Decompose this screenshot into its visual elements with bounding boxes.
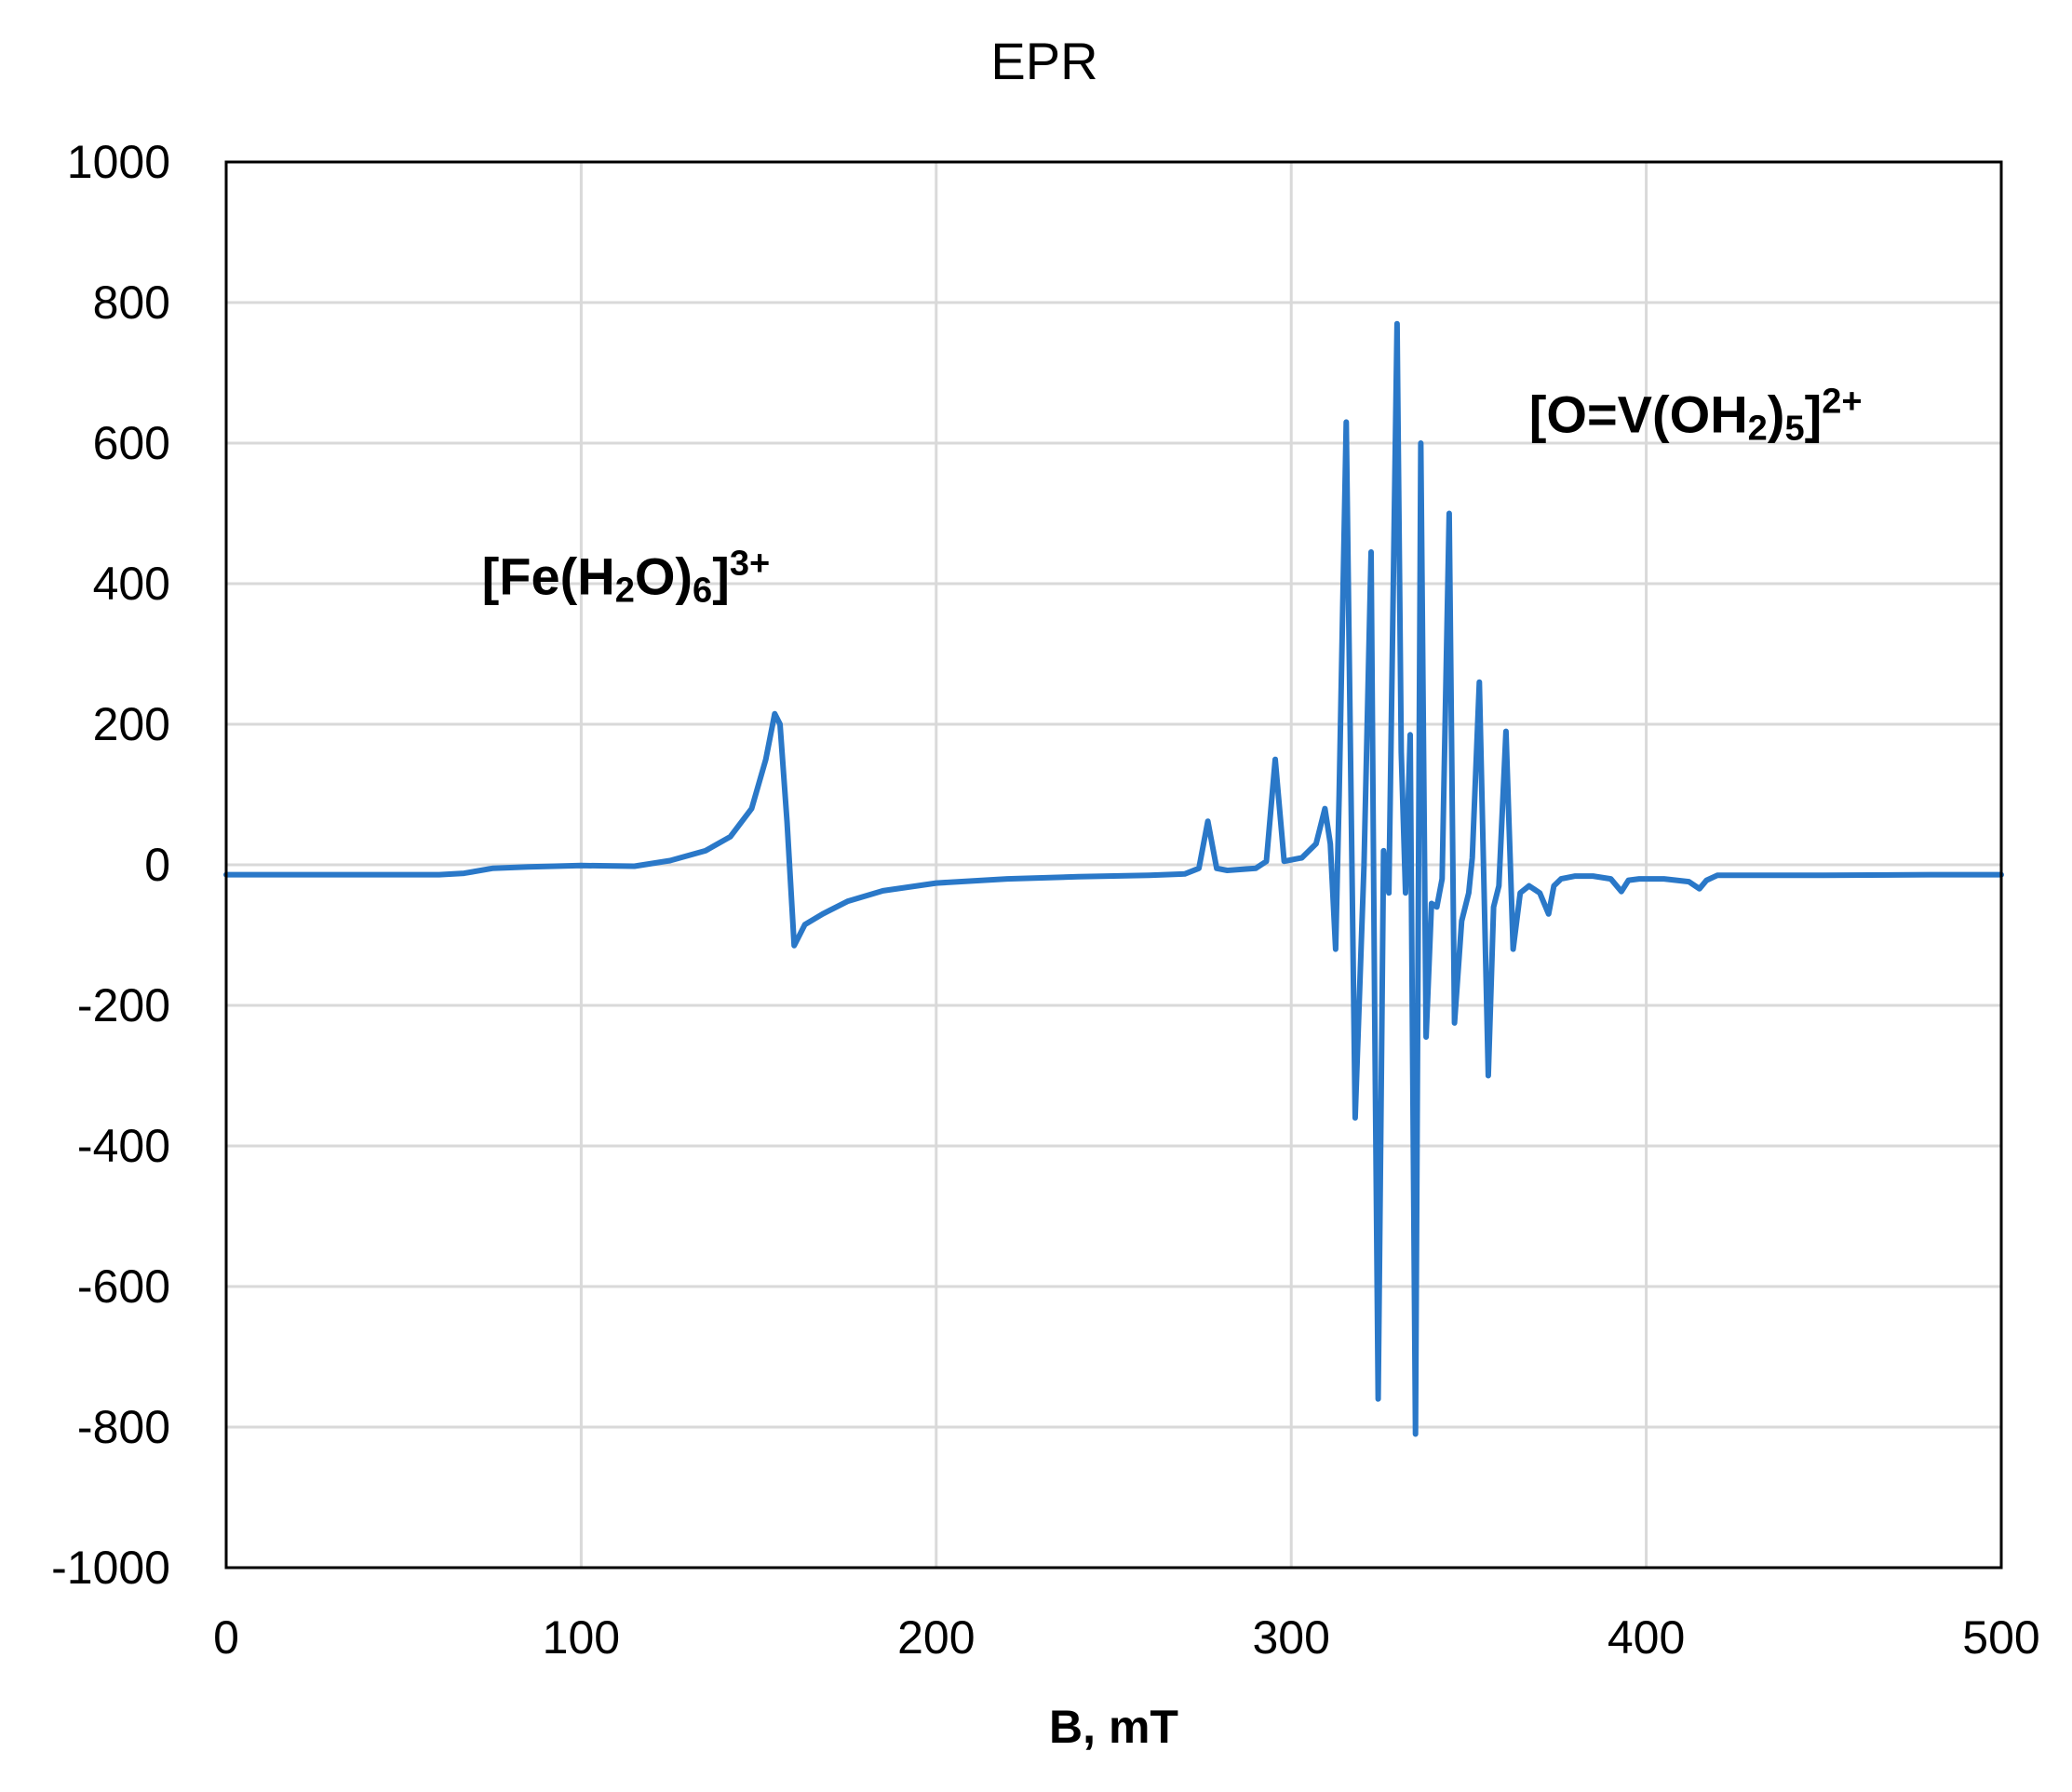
complex-label: [O=V(OH2)5]2+ bbox=[1529, 383, 1863, 449]
x-tick-label: 200 bbox=[897, 1611, 975, 1664]
x-tick-label: 400 bbox=[1608, 1611, 1685, 1664]
y-tick-label: -800 bbox=[77, 1401, 170, 1453]
y-tick-label: -200 bbox=[77, 979, 170, 1031]
y-tick-label: -400 bbox=[77, 1120, 170, 1172]
x-axis-label: B, mT bbox=[1049, 1701, 1178, 1753]
y-tick-label: -600 bbox=[77, 1260, 170, 1313]
y-tick-label: 0 bbox=[144, 839, 170, 891]
y-tick-label: 800 bbox=[93, 276, 170, 329]
complex-label: [Fe(H2O)6]3+ bbox=[482, 544, 771, 610]
annotations: [Fe(H2O)6]3+ [O=V(OH2)5]2+ bbox=[482, 383, 1863, 611]
y-tick-label: 1000 bbox=[67, 136, 170, 188]
plot-frame bbox=[224, 160, 2003, 1570]
y-tick-label: 400 bbox=[93, 558, 170, 610]
tick-labels: 0 100 200 300 400 500 1000 800 600 400 200 0 -200 -40… bbox=[51, 136, 2040, 1664]
grid bbox=[226, 162, 2001, 1568]
epr-spectrum-line bbox=[223, 320, 2004, 1437]
y-tick-label: 600 bbox=[93, 417, 170, 469]
x-tick-label: 100 bbox=[543, 1611, 620, 1664]
y-tick-label: 200 bbox=[93, 698, 170, 750]
x-tick-label: 500 bbox=[1962, 1611, 2039, 1664]
x-tick-label: 0 bbox=[213, 1611, 239, 1664]
x-tick-label: 300 bbox=[1252, 1611, 1329, 1664]
y-tick-label: -1000 bbox=[51, 1542, 170, 1594]
chart-title: EPR bbox=[990, 32, 1097, 90]
series-layer bbox=[223, 320, 2004, 1437]
